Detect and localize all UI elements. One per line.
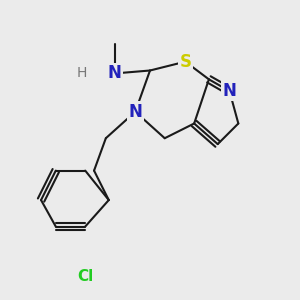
Text: N: N: [108, 64, 122, 82]
Text: H: H: [77, 66, 88, 80]
Text: N: N: [128, 103, 142, 121]
Text: Cl: Cl: [77, 269, 93, 284]
Text: S: S: [179, 53, 191, 71]
Text: N: N: [223, 82, 236, 100]
